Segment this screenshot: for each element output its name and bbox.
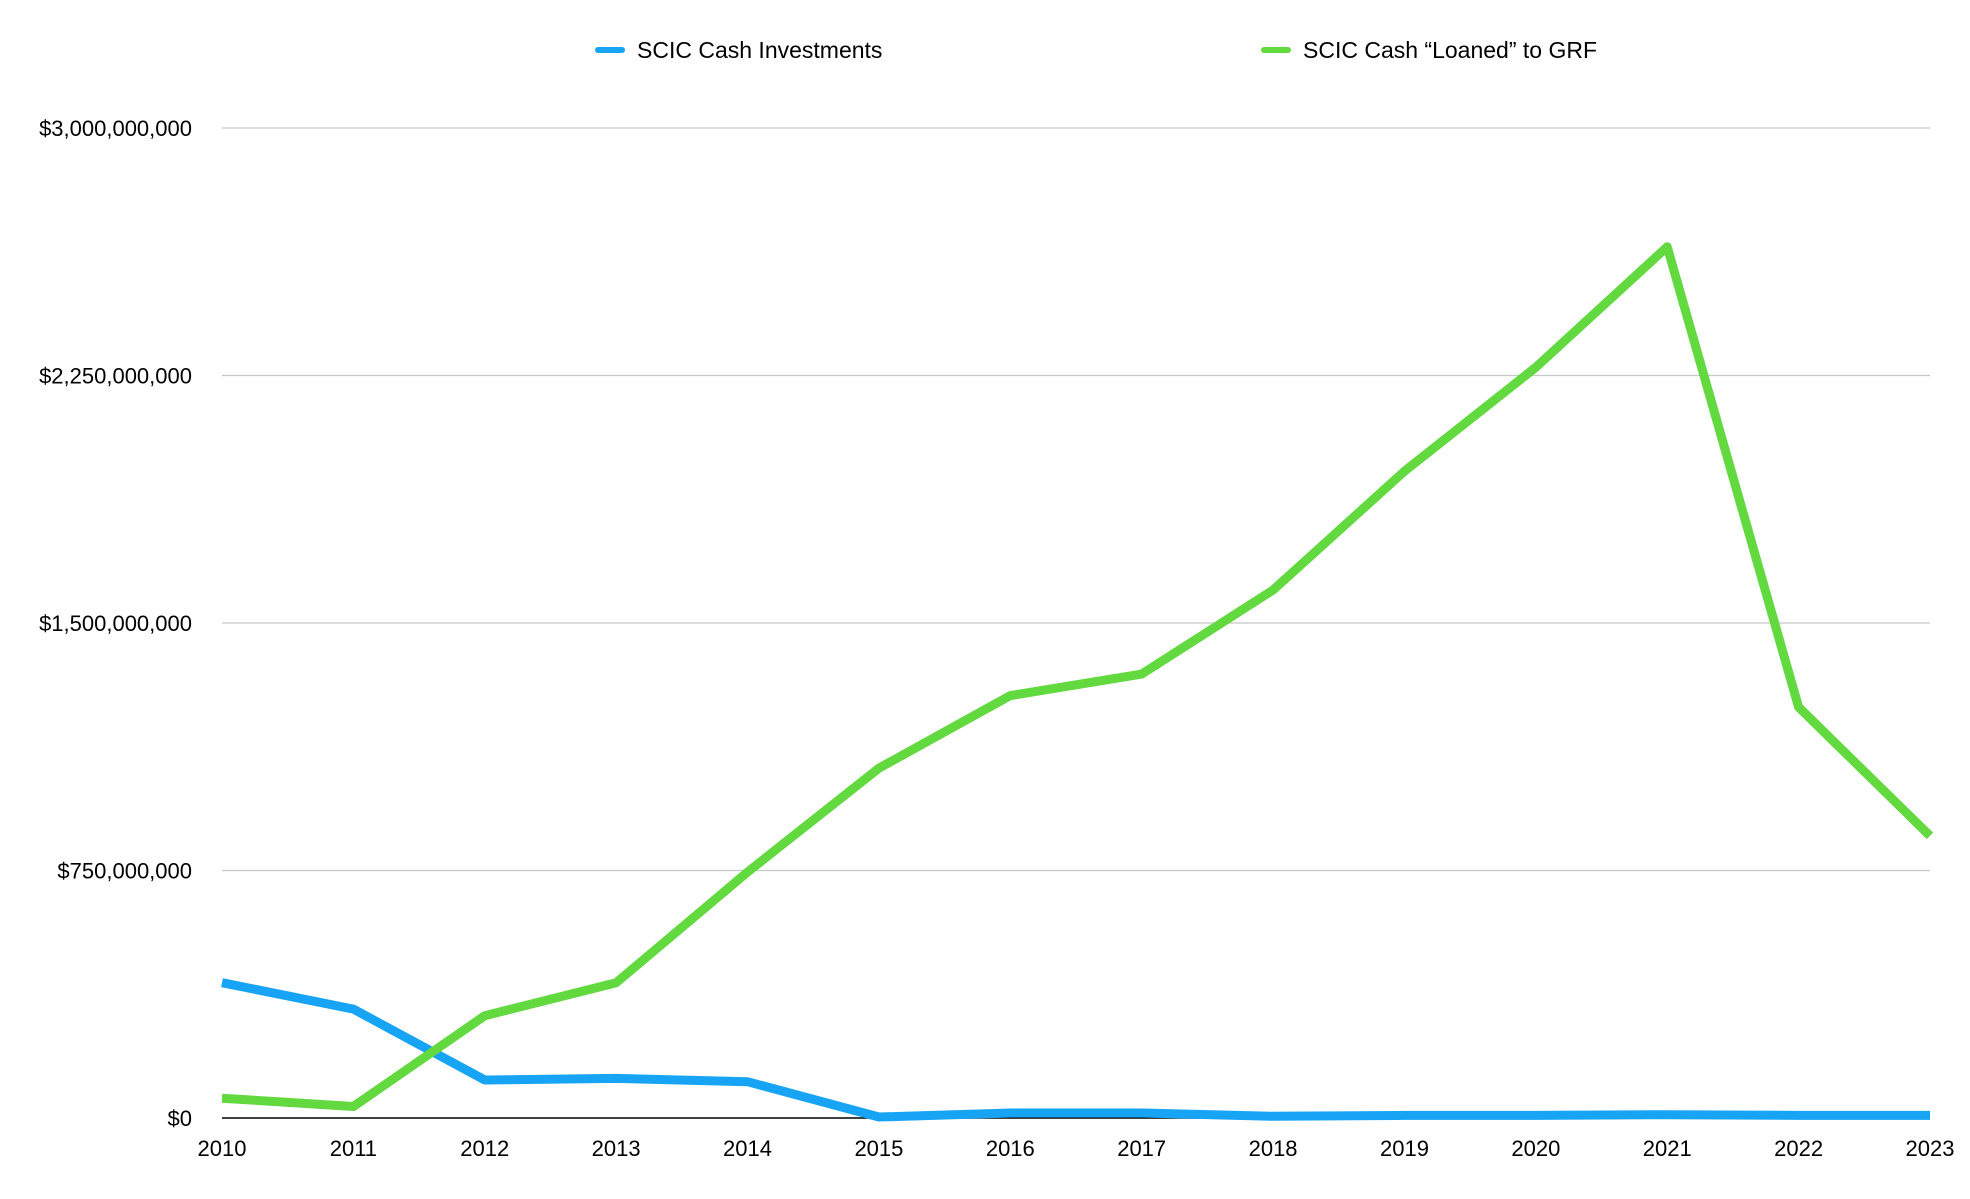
x-tick-label: 2012 (460, 1136, 509, 1161)
y-tick-label: $3,000,000,000 (39, 116, 192, 141)
y-tick-label: $0 (168, 1106, 192, 1131)
y-tick-label: $1,500,000,000 (39, 611, 192, 636)
series-line-2 (221, 242, 1934, 1111)
x-tick-label: 2021 (1643, 1136, 1692, 1161)
x-tick-label: 2011 (330, 1136, 377, 1161)
x-tick-label: 2014 (723, 1136, 772, 1161)
x-tick-label: 2010 (198, 1136, 247, 1161)
x-tick-label: 2020 (1511, 1136, 1560, 1161)
series-line-1 (221, 978, 1930, 1122)
x-tick-label: 2019 (1380, 1136, 1429, 1161)
series-lines (221, 242, 1934, 1122)
x-tick-label: 2018 (1249, 1136, 1298, 1161)
y-tick-label: $750,000,000 (57, 859, 192, 884)
x-tick-label: 2022 (1774, 1136, 1823, 1161)
y-tick-label: $2,250,000,000 (39, 364, 192, 389)
x-tick-label: 2023 (1906, 1136, 1955, 1161)
legend: SCIC Cash Investments SCIC Cash “Loaned” … (595, 37, 1597, 63)
x-tick-label: 2013 (592, 1136, 641, 1161)
x-tick-label: 2017 (1117, 1136, 1166, 1161)
x-tick-label: 2015 (854, 1136, 903, 1161)
legend-label-1: SCIC Cash Investments (637, 37, 882, 63)
axes: $0 $750,000,000 $1,500,000,000 $2,250,000,0… (39, 116, 1954, 1161)
x-tick-label: 2016 (986, 1136, 1035, 1161)
legend-label-2: SCIC Cash “Loaned” to GRF (1303, 37, 1597, 63)
